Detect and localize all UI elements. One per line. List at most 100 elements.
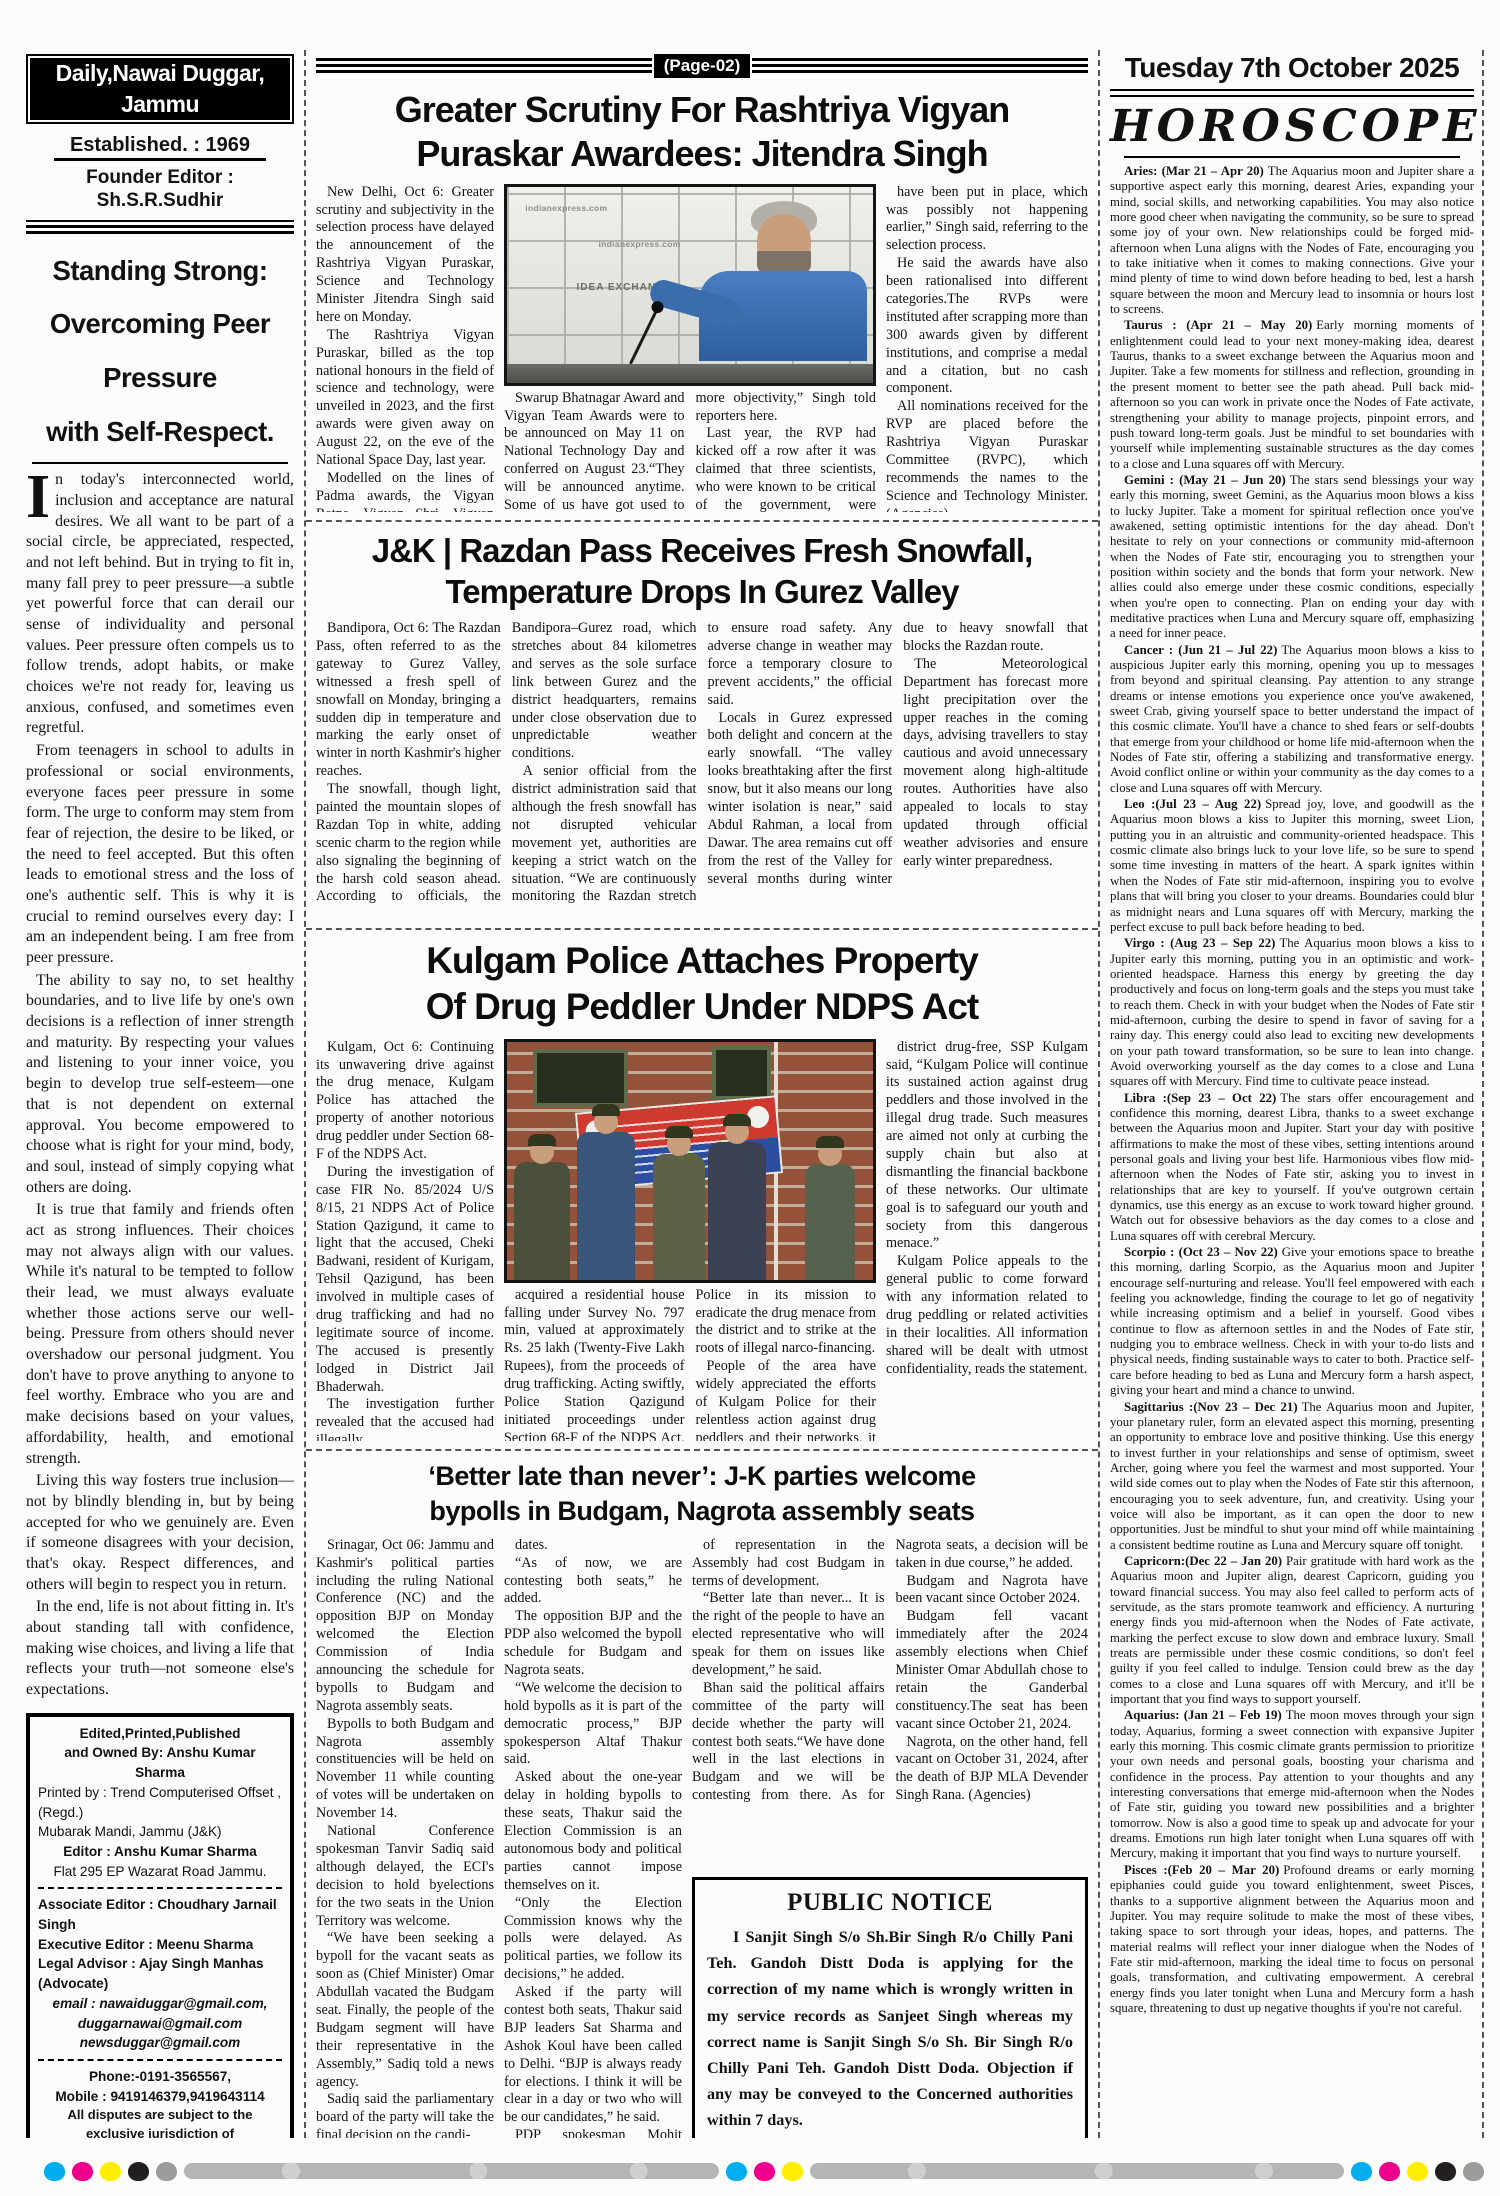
article4-col2: dates. “As of now, we are contesting both…	[504, 1536, 682, 2138]
divider	[38, 1887, 282, 1890]
horoscope-entry: Aries: (Mar 21 – Apr 20) The Aquarius moo…	[1110, 164, 1474, 317]
email-line-1: email : nawaiduggar@gmail.com,	[52, 1995, 268, 2011]
email-line-2: duggarnawai@gmail.com	[77, 2015, 243, 2031]
header-rule-left	[316, 58, 652, 74]
article3-photo	[504, 1038, 876, 1283]
police-officer-figure	[708, 1113, 767, 1280]
cyan-registration-dot	[725, 2161, 747, 2181]
public-notice-title: PUBLIC NOTICE	[787, 1888, 993, 1916]
zodiac-sign-label: Gemini : (May 21 – Jun 20)	[1124, 472, 1286, 487]
horoscope-text: The Aquarius moon blows a kiss to Jupite…	[1110, 936, 1474, 1089]
article1-col1: New Delhi, Oct 6: Greater scrutiny and s…	[316, 183, 494, 512]
table	[507, 363, 873, 383]
masthead-frame: Daily,Nawai Duggar, Jammu	[26, 54, 294, 125]
masthead: Daily,Nawai Duggar, Jammu	[30, 58, 290, 121]
page-number-label: (Page-02)	[653, 54, 751, 78]
zodiac-sign-label: Sagittarius :(Nov 23 – Dec 21)	[1124, 1399, 1298, 1414]
horoscope-text: The Aquarius moon blows a kiss to auspic…	[1110, 642, 1474, 795]
cyan-registration-dot	[44, 2161, 65, 2181]
horoscope-entry: Gemini : (May 21 – Jun 20) The stars send…	[1110, 473, 1474, 642]
zodiac-sign-label: Cancer : (Jun 21 – Jul 22)	[1124, 642, 1278, 657]
divider	[38, 2059, 282, 2061]
established-line: Established. : 1969	[26, 133, 294, 162]
opinion-title-line1: Standing Strong:	[52, 254, 268, 286]
gray-registration-dot	[1463, 2161, 1484, 2181]
printed-by: Printed by : Trend Computerised Offset ,…	[38, 1784, 282, 1820]
article-bypolls: ‘Better late than never’: J-K parties we…	[316, 1459, 1088, 2138]
title-rule	[32, 462, 288, 465]
article4-right: of representation in the Assembly had co…	[692, 1537, 1088, 2138]
horoscope-entries: Aries: (Mar 21 – Apr 20) The Aquarius moo…	[1110, 164, 1474, 2016]
public-notice-body: I Sanjit Singh S/o Sh.Bir Singh R/o Chil…	[707, 1927, 1073, 2130]
article4-headline: ‘Better late than never’: J-K parties we…	[428, 1460, 976, 1526]
zodiac-sign-label: Libra :(Sep 23 – Oct 22)	[1124, 1090, 1277, 1105]
horoscope-entry: Sagittarius :(Nov 23 – Dec 21) The Aquari…	[1110, 1400, 1474, 1553]
email-line-3: newsduggar@gmail.com	[79, 2035, 241, 2051]
gray-calibration-bar	[809, 2163, 1344, 2179]
phone-line: Phone:-0191-3565567,	[88, 2069, 232, 2084]
header-rule-right	[752, 58, 1088, 74]
idea-exchange-logo: IDEA EXCHANGE	[576, 281, 673, 293]
horoscope-text: Pair gratitude with hard work as the Aqu…	[1110, 1553, 1474, 1707]
article-divider	[306, 1448, 1098, 1451]
opinion-paragraph: Living this way fosters true inclusion—n…	[26, 1472, 294, 1593]
article1-headline: Greater Scrutiny For Rashtriya Vigyan Pu…	[394, 88, 1011, 174]
article3-mid-text: acquired a residential house falling und…	[504, 1286, 876, 1441]
zodiac-sign-label: Scorpio : (Oct 23 – Nov 22)	[1124, 1245, 1278, 1260]
horoscope-entry: Leo :(Jul 23 – Aug 22) Spread joy, love, …	[1110, 797, 1474, 935]
article3-middle: acquired a residential house falling und…	[504, 1038, 876, 1441]
horoscope-rule	[1124, 156, 1460, 158]
opinion-paragraphs: From teenagers in school to adults in pr…	[26, 741, 294, 1701]
article1-body: New Delhi, Oct 6: Greater scrutiny and s…	[316, 183, 1088, 512]
microphone-icon	[629, 308, 659, 365]
gray-registration-dot	[156, 2161, 177, 2181]
disputes-line-1: All disputes are subject to the exclusiv…	[67, 2107, 253, 2138]
horoscope-text: Profound dreams or early morning epiphan…	[1110, 1862, 1474, 2015]
article2-headline: J&K | Razdan Pass Receives Fresh Snowfal…	[371, 531, 1034, 610]
article-kulgam-police: Kulgam Police Attaches Property Of Drug …	[316, 938, 1088, 1441]
registration-marks	[44, 2160, 1484, 2182]
article3-headline: Kulgam Police Attaches Property Of Drug …	[425, 940, 979, 1028]
opinion-paragraph: From teenagers in school to adults in pr…	[26, 742, 294, 966]
opinion-paragraph: In the end, life is not about fitting in…	[26, 1598, 294, 1699]
drop-cap: I	[26, 463, 51, 532]
zodiac-sign-label: Aries: (Mar 21 – Apr 20)	[1124, 164, 1264, 178]
zodiac-sign-label: Leo :(Jul 23 – Aug 22)	[1124, 797, 1262, 812]
article3-col1: Kulgam, Oct 6: Continuing its unwavering…	[316, 1038, 494, 1441]
article1-photo: indianexpress.com indianexpress.com IDEA…	[504, 183, 876, 386]
mobile-line: Mobile : 9419146379,9419643114	[55, 2088, 265, 2104]
imprint-box: Edited,Printed,Published and Owned By: A…	[26, 1712, 294, 2138]
imprint-title2: and Owned By: Anshu Kumar Sharma	[64, 1745, 256, 1781]
article-divider	[306, 928, 1098, 931]
page-header: (Page-02)	[316, 54, 1088, 78]
horoscope-entry: Aquarius: (Jan 21 – Feb 19) The moon move…	[1110, 1708, 1474, 1861]
article1-middle: indianexpress.com indianexpress.com IDEA…	[504, 183, 876, 512]
horoscope-entry: Pisces :(Feb 20 – Mar 20) Profound dreams…	[1110, 1863, 1474, 2016]
horoscope-text: Give your emotions space to breathe this…	[1110, 1245, 1474, 1398]
horoscope-text: The moon moves through your sign today, …	[1110, 1708, 1474, 1861]
editor-address: Flat 295 EP Wazarat Road Jammu.	[53, 1863, 267, 1879]
black-registration-dot	[128, 2161, 149, 2181]
horoscope-text: Early morning moments of enlightenment c…	[1110, 318, 1474, 471]
zodiac-sign-label: Aquarius: (Jan 21 – Feb 19)	[1124, 1708, 1282, 1723]
horoscope-entry: Capricorn:(Dec 22 – Jan 20) Pair gratitud…	[1110, 1554, 1474, 1707]
issue-date: Tuesday 7th October 2025	[1110, 50, 1474, 97]
horoscope-title: HOROSCOPE	[1110, 101, 1482, 152]
magenta-registration-dot	[753, 2161, 775, 2181]
founder-editor-line: Founder Editor : Sh.S.R.Sudhir	[86, 167, 234, 211]
window	[532, 1048, 629, 1107]
opinion-paragraph: The ability to say no, to set healthy bo…	[26, 971, 294, 1196]
article1-mid-text: Swarup Bhatnagar Award and Vigyan Team A…	[504, 389, 876, 512]
printed-by-address: Mubarak Mandi, Jammu (J&K)	[38, 1824, 222, 1840]
editor-line: Editor : Anshu Kumar Sharma	[63, 1843, 257, 1859]
date-rule	[1110, 89, 1474, 97]
magenta-registration-dot	[72, 2161, 93, 2181]
opinion-paragraph: It is true that family and friends often…	[26, 1201, 294, 1467]
imprint-title1: Edited,Printed,Published	[79, 1725, 241, 1741]
article1-col4: have been put in place, which was possib…	[886, 183, 1088, 512]
horoscope-text: The Aquarius moon and Jupiter share a su…	[1110, 164, 1474, 317]
cyan-registration-dot	[1351, 2161, 1372, 2181]
article4-body: Srinagar, Oct 06: Jammu and Kashmir's po…	[316, 1537, 1088, 2138]
